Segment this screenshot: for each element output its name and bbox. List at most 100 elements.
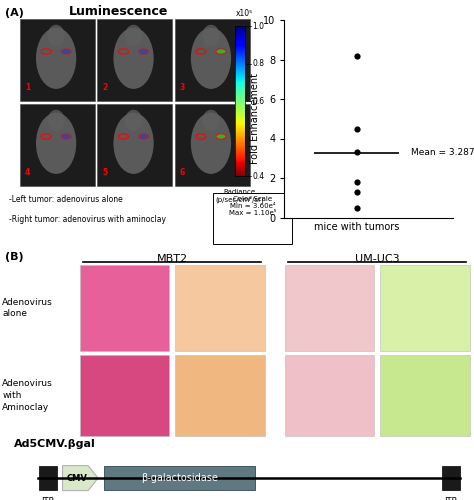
Bar <box>235 109 245 110</box>
Ellipse shape <box>125 110 142 131</box>
Bar <box>235 114 245 116</box>
Bar <box>235 148 245 150</box>
Bar <box>235 120 245 121</box>
Bar <box>175 354 264 436</box>
Bar <box>235 71 245 72</box>
Bar <box>235 163 245 164</box>
Ellipse shape <box>191 28 231 89</box>
Bar <box>235 107 245 108</box>
Point <box>353 52 360 60</box>
Text: 0.8: 0.8 <box>252 59 264 68</box>
Bar <box>380 354 470 436</box>
Bar <box>442 466 460 490</box>
Bar <box>235 42 245 43</box>
Bar <box>235 104 245 105</box>
Bar <box>235 86 245 87</box>
Bar <box>80 265 169 350</box>
Bar <box>175 18 250 101</box>
Bar <box>235 123 245 124</box>
Bar <box>235 167 245 168</box>
Text: 4: 4 <box>25 168 30 177</box>
Bar <box>235 108 245 109</box>
Bar <box>235 74 245 75</box>
Text: ITR: ITR <box>41 498 55 500</box>
Circle shape <box>138 49 149 54</box>
Bar <box>235 77 245 78</box>
Circle shape <box>216 49 226 54</box>
Bar <box>235 110 245 111</box>
Text: Color Scale
Min = 3.60e⁴
Max = 1.10e⁵: Color Scale Min = 3.60e⁴ Max = 1.10e⁵ <box>228 196 276 216</box>
Bar <box>235 92 245 93</box>
Bar <box>235 111 245 112</box>
Bar <box>97 104 173 186</box>
Bar <box>235 39 245 40</box>
Bar <box>235 93 245 94</box>
Bar <box>235 48 245 49</box>
Bar <box>235 106 245 107</box>
Ellipse shape <box>36 28 76 89</box>
Bar <box>235 113 245 114</box>
Bar <box>235 53 245 54</box>
Text: (A): (A) <box>5 8 24 18</box>
Bar <box>39 466 57 490</box>
Bar <box>235 31 245 32</box>
Bar <box>380 265 470 350</box>
Bar <box>235 138 245 140</box>
Bar <box>235 30 245 31</box>
Bar <box>235 162 245 163</box>
Bar <box>235 97 245 98</box>
Bar <box>235 26 245 176</box>
Bar <box>235 130 245 131</box>
Text: ITR: ITR <box>444 498 457 500</box>
Bar <box>235 127 245 128</box>
Bar <box>235 32 245 34</box>
Bar <box>235 103 245 104</box>
Bar <box>235 146 245 147</box>
Bar <box>235 40 245 41</box>
Bar <box>235 140 245 141</box>
Text: 1.0: 1.0 <box>252 22 264 31</box>
Bar <box>235 79 245 80</box>
Bar <box>235 59 245 60</box>
Bar <box>235 112 245 113</box>
Text: x10⁵: x10⁵ <box>236 8 253 18</box>
Bar <box>235 154 245 155</box>
Bar <box>235 68 245 69</box>
Bar <box>235 164 245 165</box>
Bar <box>235 136 245 137</box>
Bar <box>235 132 245 133</box>
Point <box>353 204 360 212</box>
Bar <box>235 70 245 71</box>
Bar <box>235 135 245 136</box>
Y-axis label: Fold Enhancement: Fold Enhancement <box>250 73 260 164</box>
Bar <box>80 354 169 436</box>
Bar <box>235 88 245 89</box>
Bar <box>235 157 245 158</box>
Bar <box>235 118 245 119</box>
Bar <box>235 133 245 134</box>
Bar <box>235 96 245 97</box>
Bar <box>235 60 245 61</box>
Bar <box>235 152 245 153</box>
Bar <box>235 94 245 95</box>
Bar <box>235 28 245 29</box>
Circle shape <box>138 134 149 139</box>
Bar <box>235 168 245 169</box>
Text: (B): (B) <box>5 252 23 262</box>
Bar <box>235 144 245 145</box>
Text: 3: 3 <box>180 84 185 92</box>
Bar <box>235 37 245 38</box>
Bar <box>235 50 245 51</box>
Bar <box>235 46 245 47</box>
Bar <box>235 43 245 44</box>
Bar <box>235 87 245 88</box>
Bar <box>235 72 245 73</box>
Bar <box>285 354 374 436</box>
Bar <box>235 51 245 52</box>
Bar <box>235 49 245 50</box>
Bar <box>235 89 245 90</box>
Bar <box>235 41 245 42</box>
Bar <box>20 18 95 101</box>
Bar <box>235 105 245 106</box>
Ellipse shape <box>113 112 154 174</box>
